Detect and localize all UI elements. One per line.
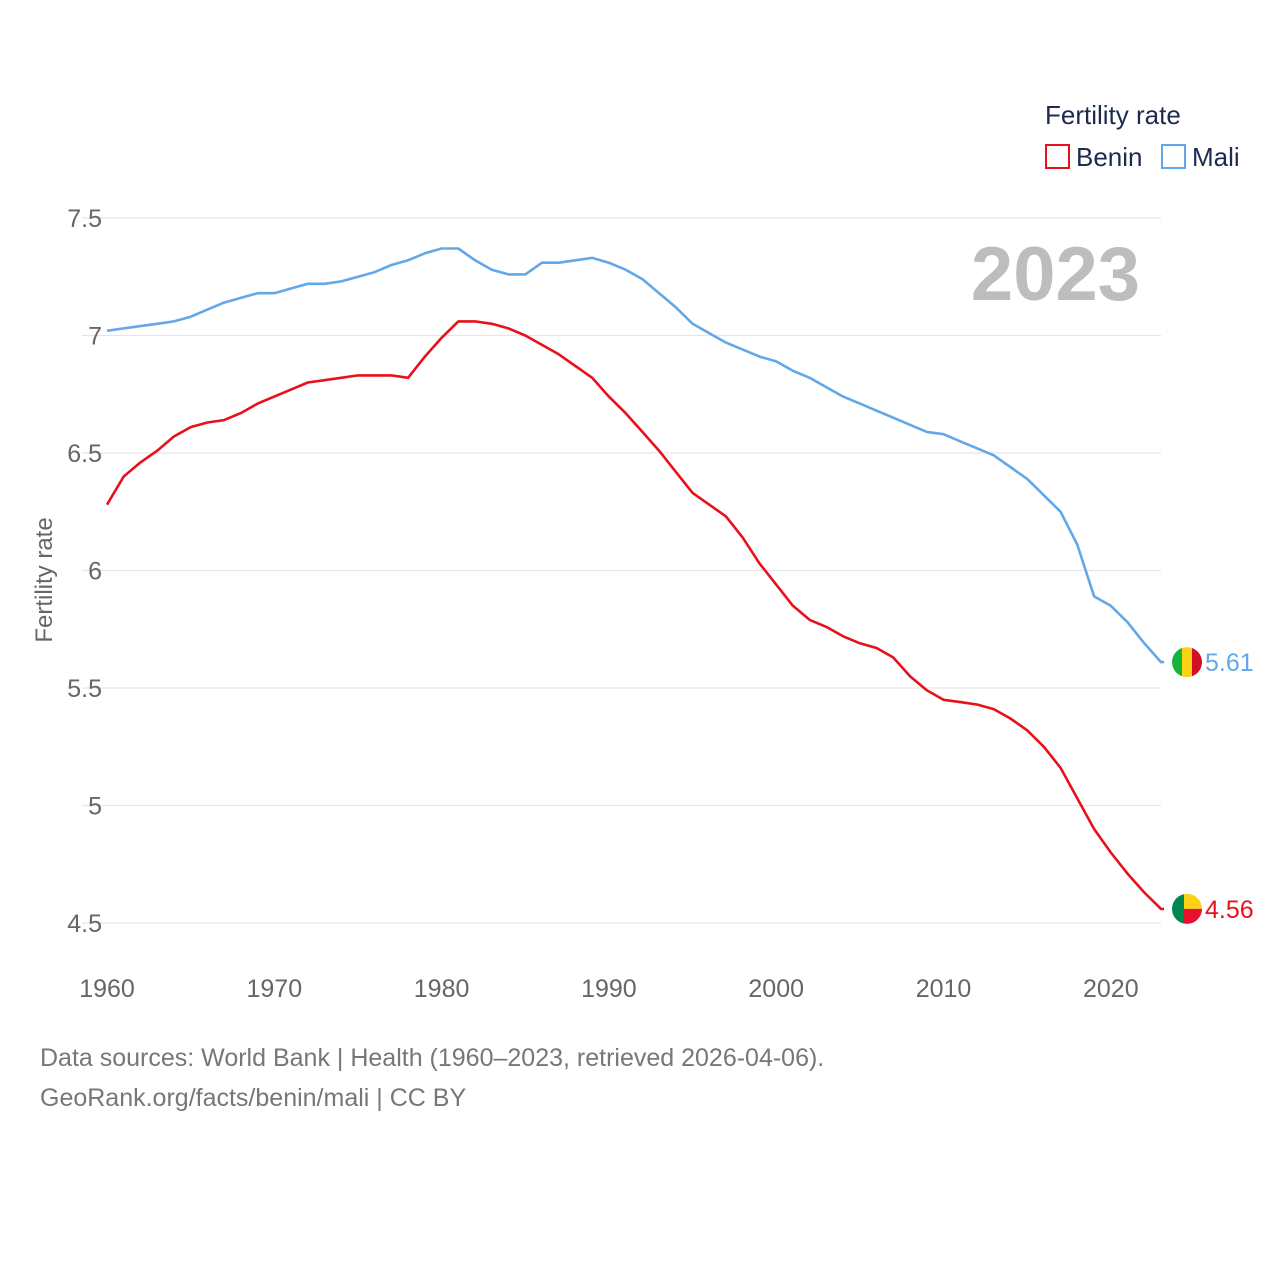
footer-sources: Data sources: World Bank | Health (1960–… (40, 1044, 825, 1072)
legend-swatch-mali[interactable] (1161, 144, 1186, 169)
x-axis: 1960 1970 1980 1990 2000 2010 2020 (79, 975, 1138, 1003)
x-tick-label: 2010 (916, 975, 972, 1003)
legend-swatch-benin[interactable] (1045, 144, 1070, 169)
y-tick-label: 7.5 (67, 205, 102, 233)
series-lines (105, 247, 1164, 911)
benin-flag-icon (1172, 893, 1202, 924)
x-tick-label: 1980 (414, 975, 470, 1003)
series-line-mali (106, 247, 1164, 664)
legend-label-mali[interactable]: Mali (1192, 142, 1240, 172)
end-value-mali: 5.61 (1205, 649, 1254, 677)
legend-label-benin[interactable]: Benin (1076, 142, 1143, 172)
legend: Fertility rate Benin Mali (1045, 100, 1240, 172)
mali-flag-icon (1172, 647, 1202, 678)
y-axis-label: Fertility rate (31, 517, 58, 642)
grid-lines (82, 217, 1161, 924)
end-markers: 4.56 5.61 (1172, 647, 1254, 924)
chart: 4.5 5 5.5 6 6.5 7 7.5 1960 1970 1980 1990 2000 2010… (31, 100, 1254, 1003)
x-tick-label: 1970 (246, 975, 302, 1003)
end-value-benin: 4.56 (1205, 896, 1254, 924)
y-tick-label: 7 (88, 323, 102, 351)
y-tick-label: 5.5 (67, 675, 102, 703)
y-tick-label: 6.5 (67, 440, 102, 468)
y-tick-label: 5 (88, 793, 102, 821)
current-year-label: 2023 (971, 232, 1140, 317)
series-line-benin (105, 320, 1164, 911)
y-tick-label: 4.5 (67, 910, 102, 938)
footer-credit[interactable]: GeoRank.org/facts/benin/mali | CC BY (40, 1084, 467, 1112)
legend-title: Fertility rate (1045, 100, 1181, 130)
x-tick-label: 1990 (581, 975, 637, 1003)
y-axis: 4.5 5 5.5 6 6.5 7 7.5 (67, 205, 102, 938)
x-tick-label: 1960 (79, 975, 135, 1003)
y-tick-label: 6 (88, 558, 102, 586)
x-tick-label: 2020 (1083, 975, 1139, 1003)
x-tick-label: 2000 (748, 975, 804, 1003)
